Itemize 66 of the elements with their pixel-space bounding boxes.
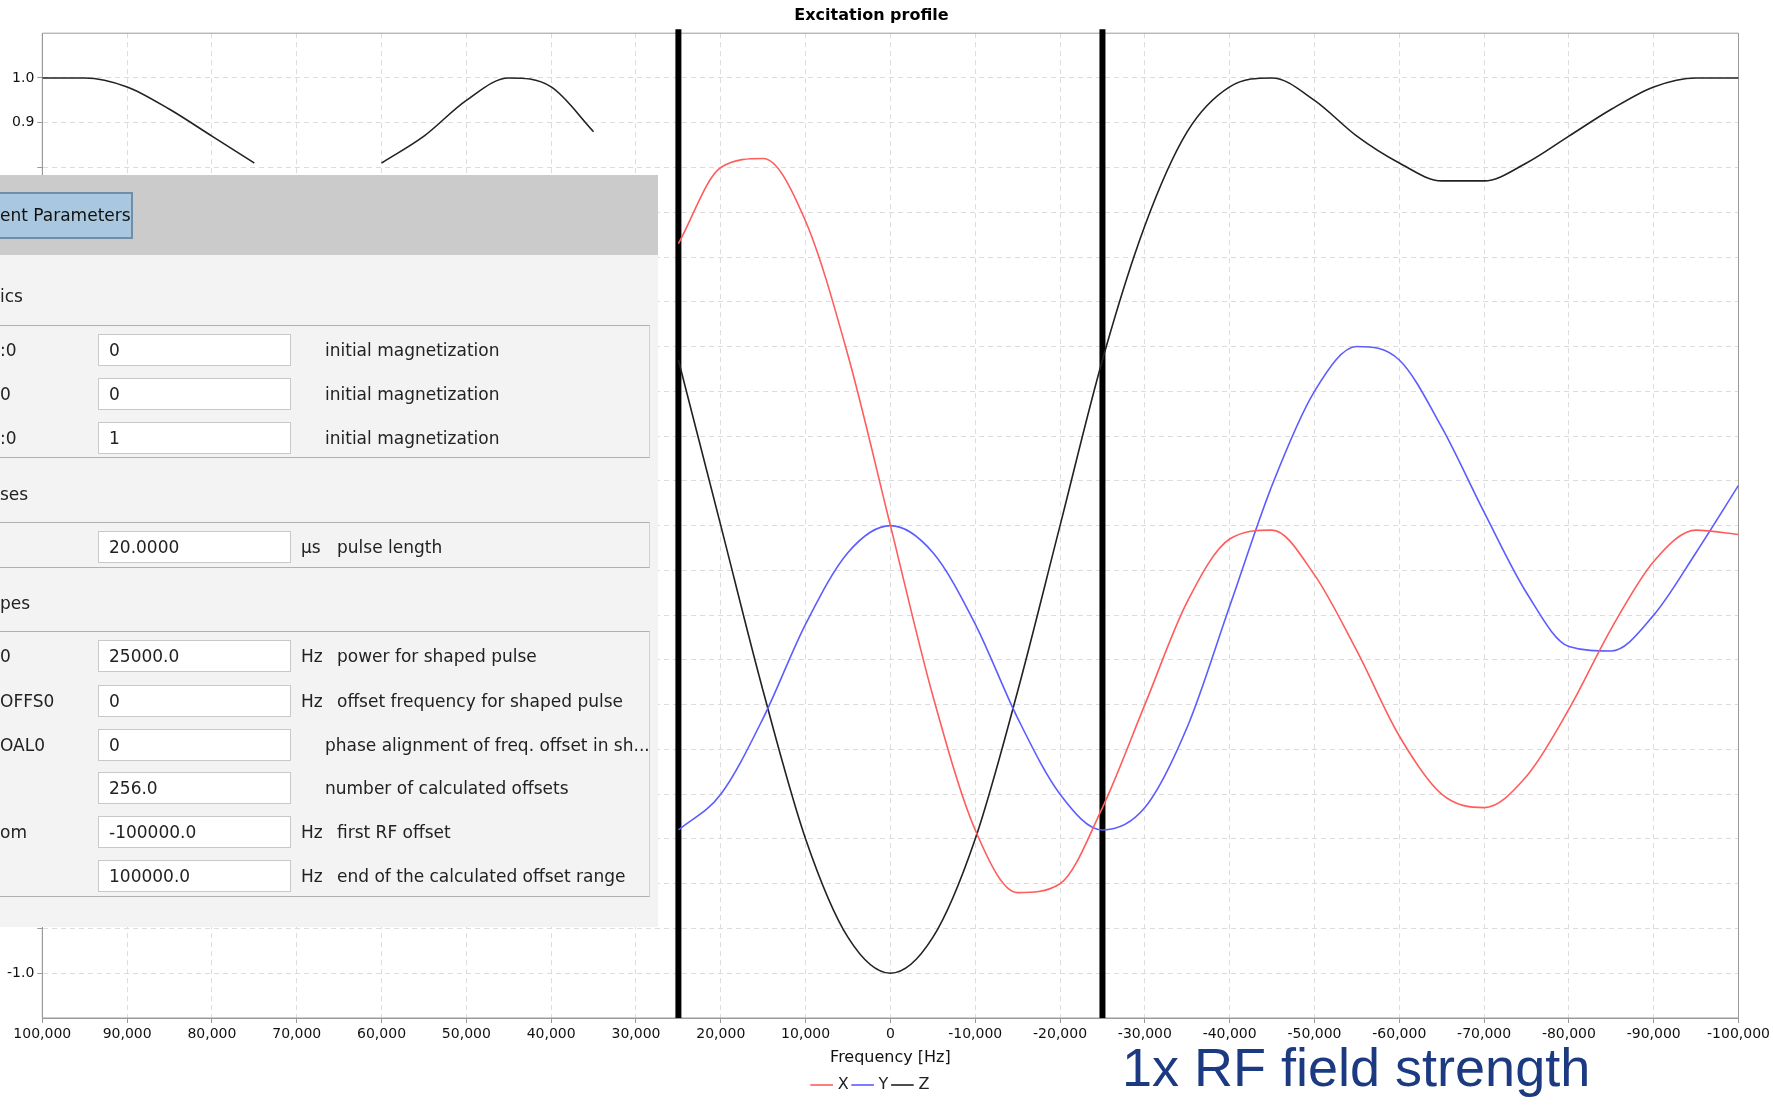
x-tick-label: 90,000 (102, 1025, 152, 1042)
x-tick-label: 100,000 (13, 1025, 72, 1042)
x-tick-label: -80,000 (1541, 1025, 1596, 1042)
x-tick-label: -70,000 (1457, 1025, 1512, 1042)
line-series (677, 345, 1739, 831)
annotation: end of the calculated offset range (337, 866, 626, 886)
text: pes (0, 593, 31, 613)
annotation: initial magnetization (325, 428, 500, 448)
tab-button: ent Parameters (0, 192, 133, 239)
text: :0 (0, 428, 17, 448)
text: om (0, 822, 27, 842)
annotation: initial magnetization (325, 384, 500, 404)
x-tick-label: 10,000 (781, 1025, 831, 1042)
x-tick-label: -20,000 (1033, 1025, 1088, 1042)
annotation: µs (301, 537, 321, 557)
y-tick-label: 1.0 (12, 68, 35, 85)
x-tick-label: -40,000 (1202, 1025, 1257, 1042)
text: 0 (0, 646, 11, 666)
line-series (677, 157, 1739, 894)
text: ics (0, 286, 23, 306)
annotation: phase alignment of freq. offset in sh... (325, 735, 650, 755)
annotation: Hz (301, 822, 323, 842)
annotation: Hz (301, 691, 323, 711)
legend-label: Z (918, 1074, 930, 1094)
text: :0 (0, 340, 17, 360)
annotation: OFFS0 (0, 691, 55, 711)
x-axis-title: Frequency [Hz] (830, 1046, 951, 1066)
annotation: first RF offset (337, 822, 451, 842)
y-tick-label: 0.9 (12, 113, 35, 130)
text-field: -100000.0 (98, 816, 291, 848)
x-tick-label: 30,000 (611, 1025, 661, 1042)
x-tick-label: -100,000 (1707, 1025, 1770, 1042)
x-tick-label: -90,000 (1626, 1025, 1681, 1042)
legend-label: Y (877, 1074, 889, 1094)
x-tick-label: 50,000 (441, 1025, 491, 1042)
text-field: 0 (98, 334, 291, 366)
x-tick-label: 60,000 (357, 1025, 407, 1042)
x-tick-label: 0 (885, 1025, 895, 1042)
x-tick-label: -10,000 (948, 1025, 1003, 1042)
legend-label: X (837, 1074, 849, 1094)
annotation: Hz (301, 866, 323, 886)
annotation: pulse length (337, 537, 443, 557)
text-field: 256.0 (98, 772, 291, 804)
annotation: Hz (301, 646, 323, 666)
x-tick-label: 80,000 (187, 1025, 237, 1042)
x-tick-label: -50,000 (1287, 1025, 1342, 1042)
text-field: 0 (98, 729, 291, 761)
y-tick-label: -1.0 (6, 963, 35, 980)
text-field: 1 (98, 422, 291, 454)
text-field: 100000.0 (98, 860, 291, 892)
text: ses (0, 484, 29, 504)
annotation: offset frequency for shaped pulse (337, 691, 624, 711)
text-field: 20.0000 (98, 531, 291, 563)
x-tick-label: 20,000 (696, 1025, 746, 1042)
chart-title: Excitation profile (794, 4, 949, 24)
annotation: OAL0 (0, 735, 45, 755)
text: 0 (0, 384, 11, 404)
text-field: 0 (98, 378, 291, 410)
text-field: 0 (98, 685, 291, 717)
x-tick-label: 70,000 (272, 1025, 322, 1042)
annotation: number of calculated offsets (325, 778, 569, 798)
annotation: power for shaped pulse (337, 646, 537, 666)
annotation: initial magnetization (325, 340, 500, 360)
x-tick-label: 40,000 (526, 1025, 576, 1042)
x-tick-label: -60,000 (1372, 1025, 1427, 1042)
text-field: 25000.0 (98, 640, 291, 672)
